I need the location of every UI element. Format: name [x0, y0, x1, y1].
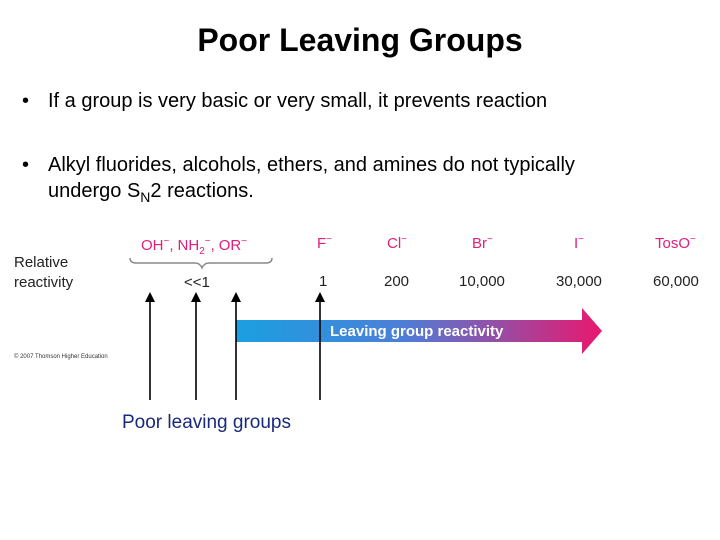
group-cl: Cl− 200 [384, 234, 409, 290]
poor-group-value: <<1 [184, 274, 210, 291]
poor-group-pointers [145, 292, 325, 400]
group-toso: TosO− 60,000 [653, 234, 699, 290]
group-i-name: I− [574, 234, 584, 252]
group-i: I− 30,000 [556, 234, 602, 290]
slide-title: Poor Leaving Groups [197, 22, 523, 58]
sn2-prefix: undergo S [48, 180, 141, 202]
reactivity-arrow [236, 308, 602, 354]
bullet-2-text: Alkyl fluorides, alcohols, ethers, and a… [48, 152, 575, 210]
oh-charge: − [164, 236, 170, 247]
bullet-marker: • [22, 90, 30, 112]
comma-1: , [169, 237, 173, 254]
pointer-oh-head [145, 292, 155, 302]
pointer-or-head [231, 292, 241, 302]
group-f-name: F− [317, 234, 332, 252]
group-f-value: 1 [319, 273, 327, 290]
nh-subscript: 2 [199, 246, 205, 257]
bullet-marker: • [22, 154, 30, 176]
comma-2: , [211, 237, 215, 254]
bullet-1-text: If a group is very basic or very small, … [48, 90, 548, 112]
nh-charge: − [205, 236, 211, 247]
leaving-group-figure: Relative reactivity OH−, NH2−, OR− <<1 F− … [14, 234, 699, 400]
group-cl-name: Cl− [387, 234, 407, 252]
group-br-value: 10,000 [459, 273, 505, 290]
nh-label: NH [178, 237, 200, 254]
group-toso-value: 60,000 [653, 273, 699, 290]
bullet-2-line-2: undergo SN2 reactions. [48, 178, 575, 210]
sn2-subscript: N [140, 189, 151, 205]
or-charge: − [241, 236, 247, 247]
bullet-2-line-1: Alkyl fluorides, alcohols, ethers, and a… [48, 154, 575, 176]
group-toso-name: TosO− [655, 234, 696, 252]
group-br: Br− 10,000 [459, 234, 505, 290]
poor-group-names: OH−, NH2−, OR− [141, 236, 247, 257]
sn2-suffix: 2 reactions. [150, 180, 254, 202]
row-label-relative: Relative [14, 254, 68, 271]
group-i-value: 30,000 [556, 273, 602, 290]
group-f: F− 1 [317, 234, 332, 290]
group-br-name: Br− [472, 234, 493, 252]
or-label: OR [219, 237, 242, 254]
reactivity-arrow-label: Leaving group reactivity [330, 323, 504, 340]
group-cl-value: 200 [384, 273, 409, 290]
poor-leaving-groups-caption: Poor leaving groups [122, 412, 291, 433]
oh-label: OH [141, 237, 164, 254]
row-label-reactivity: reactivity [14, 274, 74, 291]
pointer-nh2-head [191, 292, 201, 302]
image-credit: © 2007 Thomson Higher Education [14, 353, 108, 360]
bracket-brace [129, 257, 273, 270]
pointer-f-head [315, 292, 325, 302]
